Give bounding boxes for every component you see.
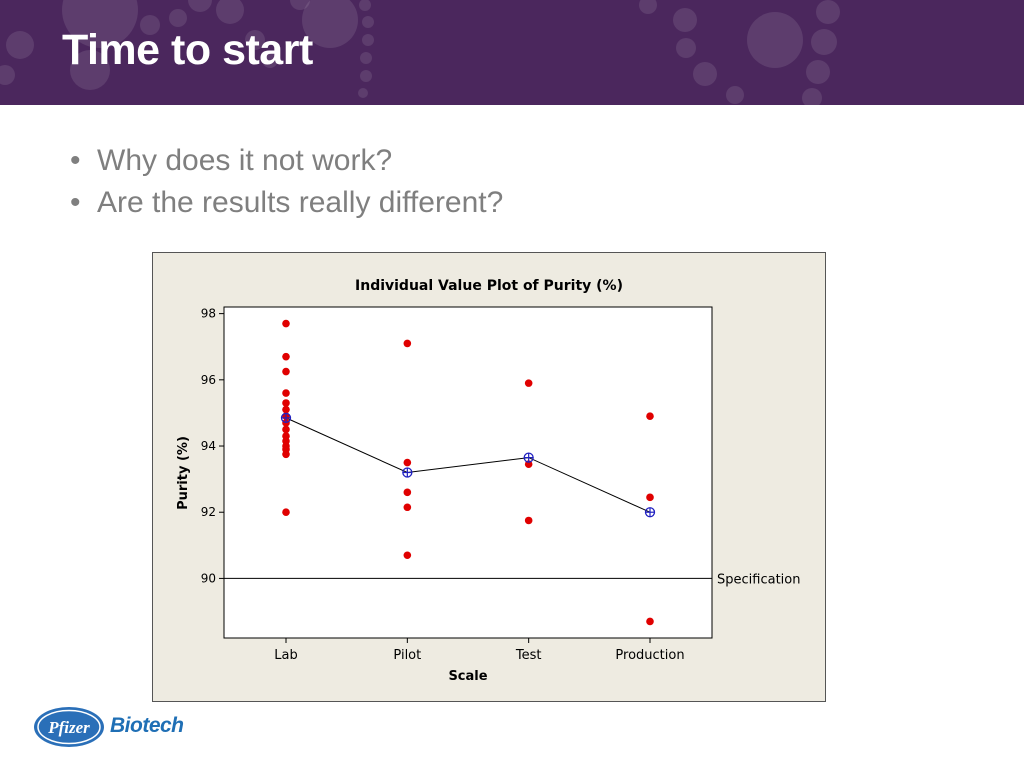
data-point — [282, 389, 290, 397]
data-point — [646, 617, 654, 626]
y-tick-label: 90 — [201, 571, 216, 585]
data-point — [524, 379, 533, 387]
bullet-list: • Why does it not work? • Are the results … — [70, 140, 503, 224]
mean-markers — [280, 412, 656, 518]
data-point — [646, 493, 654, 502]
mean-marker — [402, 467, 413, 478]
y-tick-label: 94 — [201, 439, 216, 453]
x-tick-label: Test — [515, 648, 542, 663]
slide-title: Time to start — [62, 26, 313, 74]
individual-value-plot: Individual Value Plot of Purity (%) 90 92… — [176, 278, 800, 684]
data-point — [403, 458, 412, 467]
x-tick-label: Production — [615, 648, 684, 663]
specification-label: Specification — [717, 572, 800, 587]
mean-connect-line — [285, 417, 651, 513]
x-axis: Lab Pilot Test Production — [274, 638, 685, 663]
bullet-item: • Why does it not work? — [70, 140, 503, 182]
data-point — [282, 405, 290, 414]
data-point — [282, 367, 290, 376]
data-point — [282, 319, 290, 328]
bullet-dot: • — [70, 186, 81, 219]
data-point — [282, 508, 290, 517]
data-point — [646, 412, 654, 421]
x-tick-label: Pilot — [393, 648, 421, 663]
data-point — [403, 551, 412, 560]
x-axis-label: Scale — [448, 669, 487, 684]
data-point — [282, 450, 290, 459]
brand-name: Biotech — [110, 714, 184, 737]
data-point — [403, 339, 412, 348]
mean-marker — [280, 412, 292, 424]
x-tick-label: Lab — [274, 648, 297, 663]
mean-marker — [523, 452, 534, 463]
bullet-text: Are the results really different? — [97, 186, 504, 219]
chart-frame: Individual Value Plot of Purity (%) 90 92… — [152, 252, 826, 702]
data-point — [524, 516, 533, 525]
bubble-pattern — [0, 0, 840, 105]
bullet-dot: • — [70, 144, 81, 177]
bullet-text: Why does it not work? — [97, 144, 393, 177]
y-tick-label: 92 — [201, 505, 216, 519]
pfizer-logo-text: Pfizer — [47, 718, 90, 737]
y-tick-label: 96 — [201, 373, 216, 387]
slide-header: Time to start — [0, 0, 1024, 105]
data-point — [282, 352, 290, 361]
data-point — [282, 425, 290, 434]
data-point — [282, 399, 290, 407]
plot-area — [223, 306, 713, 639]
bullet-item: • Are the results really different? — [70, 182, 503, 224]
y-tick-label: 98 — [201, 307, 216, 321]
y-axis-label: Purity (%) — [176, 436, 191, 510]
y-axis: 90 92 94 96 98 — [201, 307, 224, 585]
data-point — [403, 503, 412, 512]
mean-marker — [644, 507, 656, 518]
chart-title: Individual Value Plot of Purity (%) — [355, 278, 623, 294]
data-point — [403, 488, 412, 497]
pfizer-logo: Pfizer — [34, 707, 104, 747]
